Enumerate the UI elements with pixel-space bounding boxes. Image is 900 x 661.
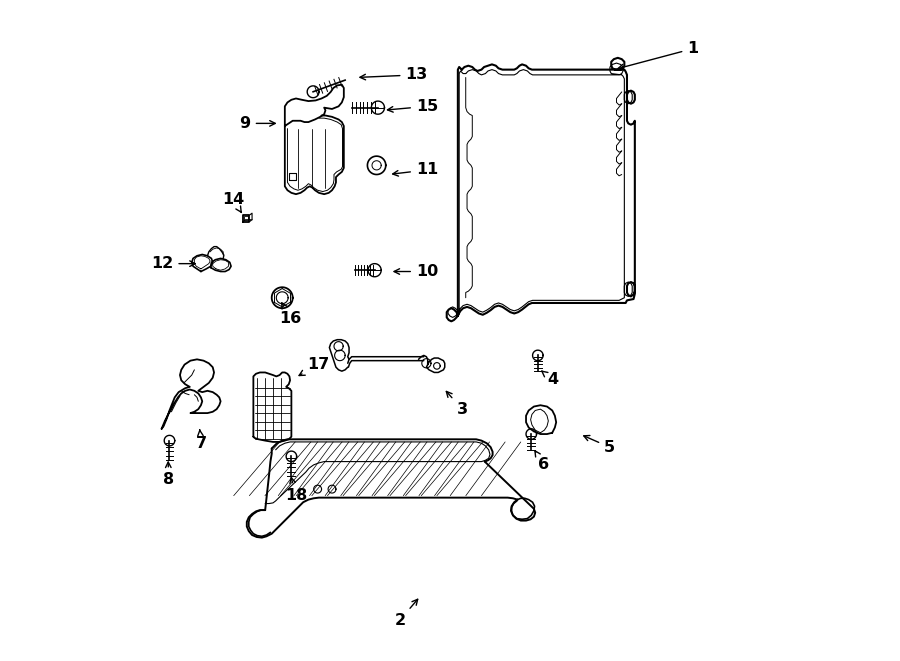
Text: 8: 8 (163, 462, 174, 487)
Text: 4: 4 (542, 371, 558, 387)
Text: 16: 16 (280, 303, 302, 326)
Text: 11: 11 (392, 163, 438, 177)
Text: 6: 6 (535, 451, 550, 473)
Text: 13: 13 (360, 67, 427, 83)
Text: 12: 12 (151, 256, 195, 271)
Text: 2: 2 (394, 600, 418, 628)
Text: 9: 9 (239, 116, 275, 131)
Text: 1: 1 (618, 41, 698, 70)
Text: 7: 7 (195, 430, 207, 451)
Text: 15: 15 (388, 99, 438, 114)
Text: 17: 17 (299, 357, 329, 375)
Text: 14: 14 (222, 192, 244, 212)
Text: 18: 18 (284, 478, 307, 503)
Text: 3: 3 (446, 391, 468, 416)
Text: 5: 5 (584, 436, 616, 455)
Text: 10: 10 (394, 264, 438, 279)
